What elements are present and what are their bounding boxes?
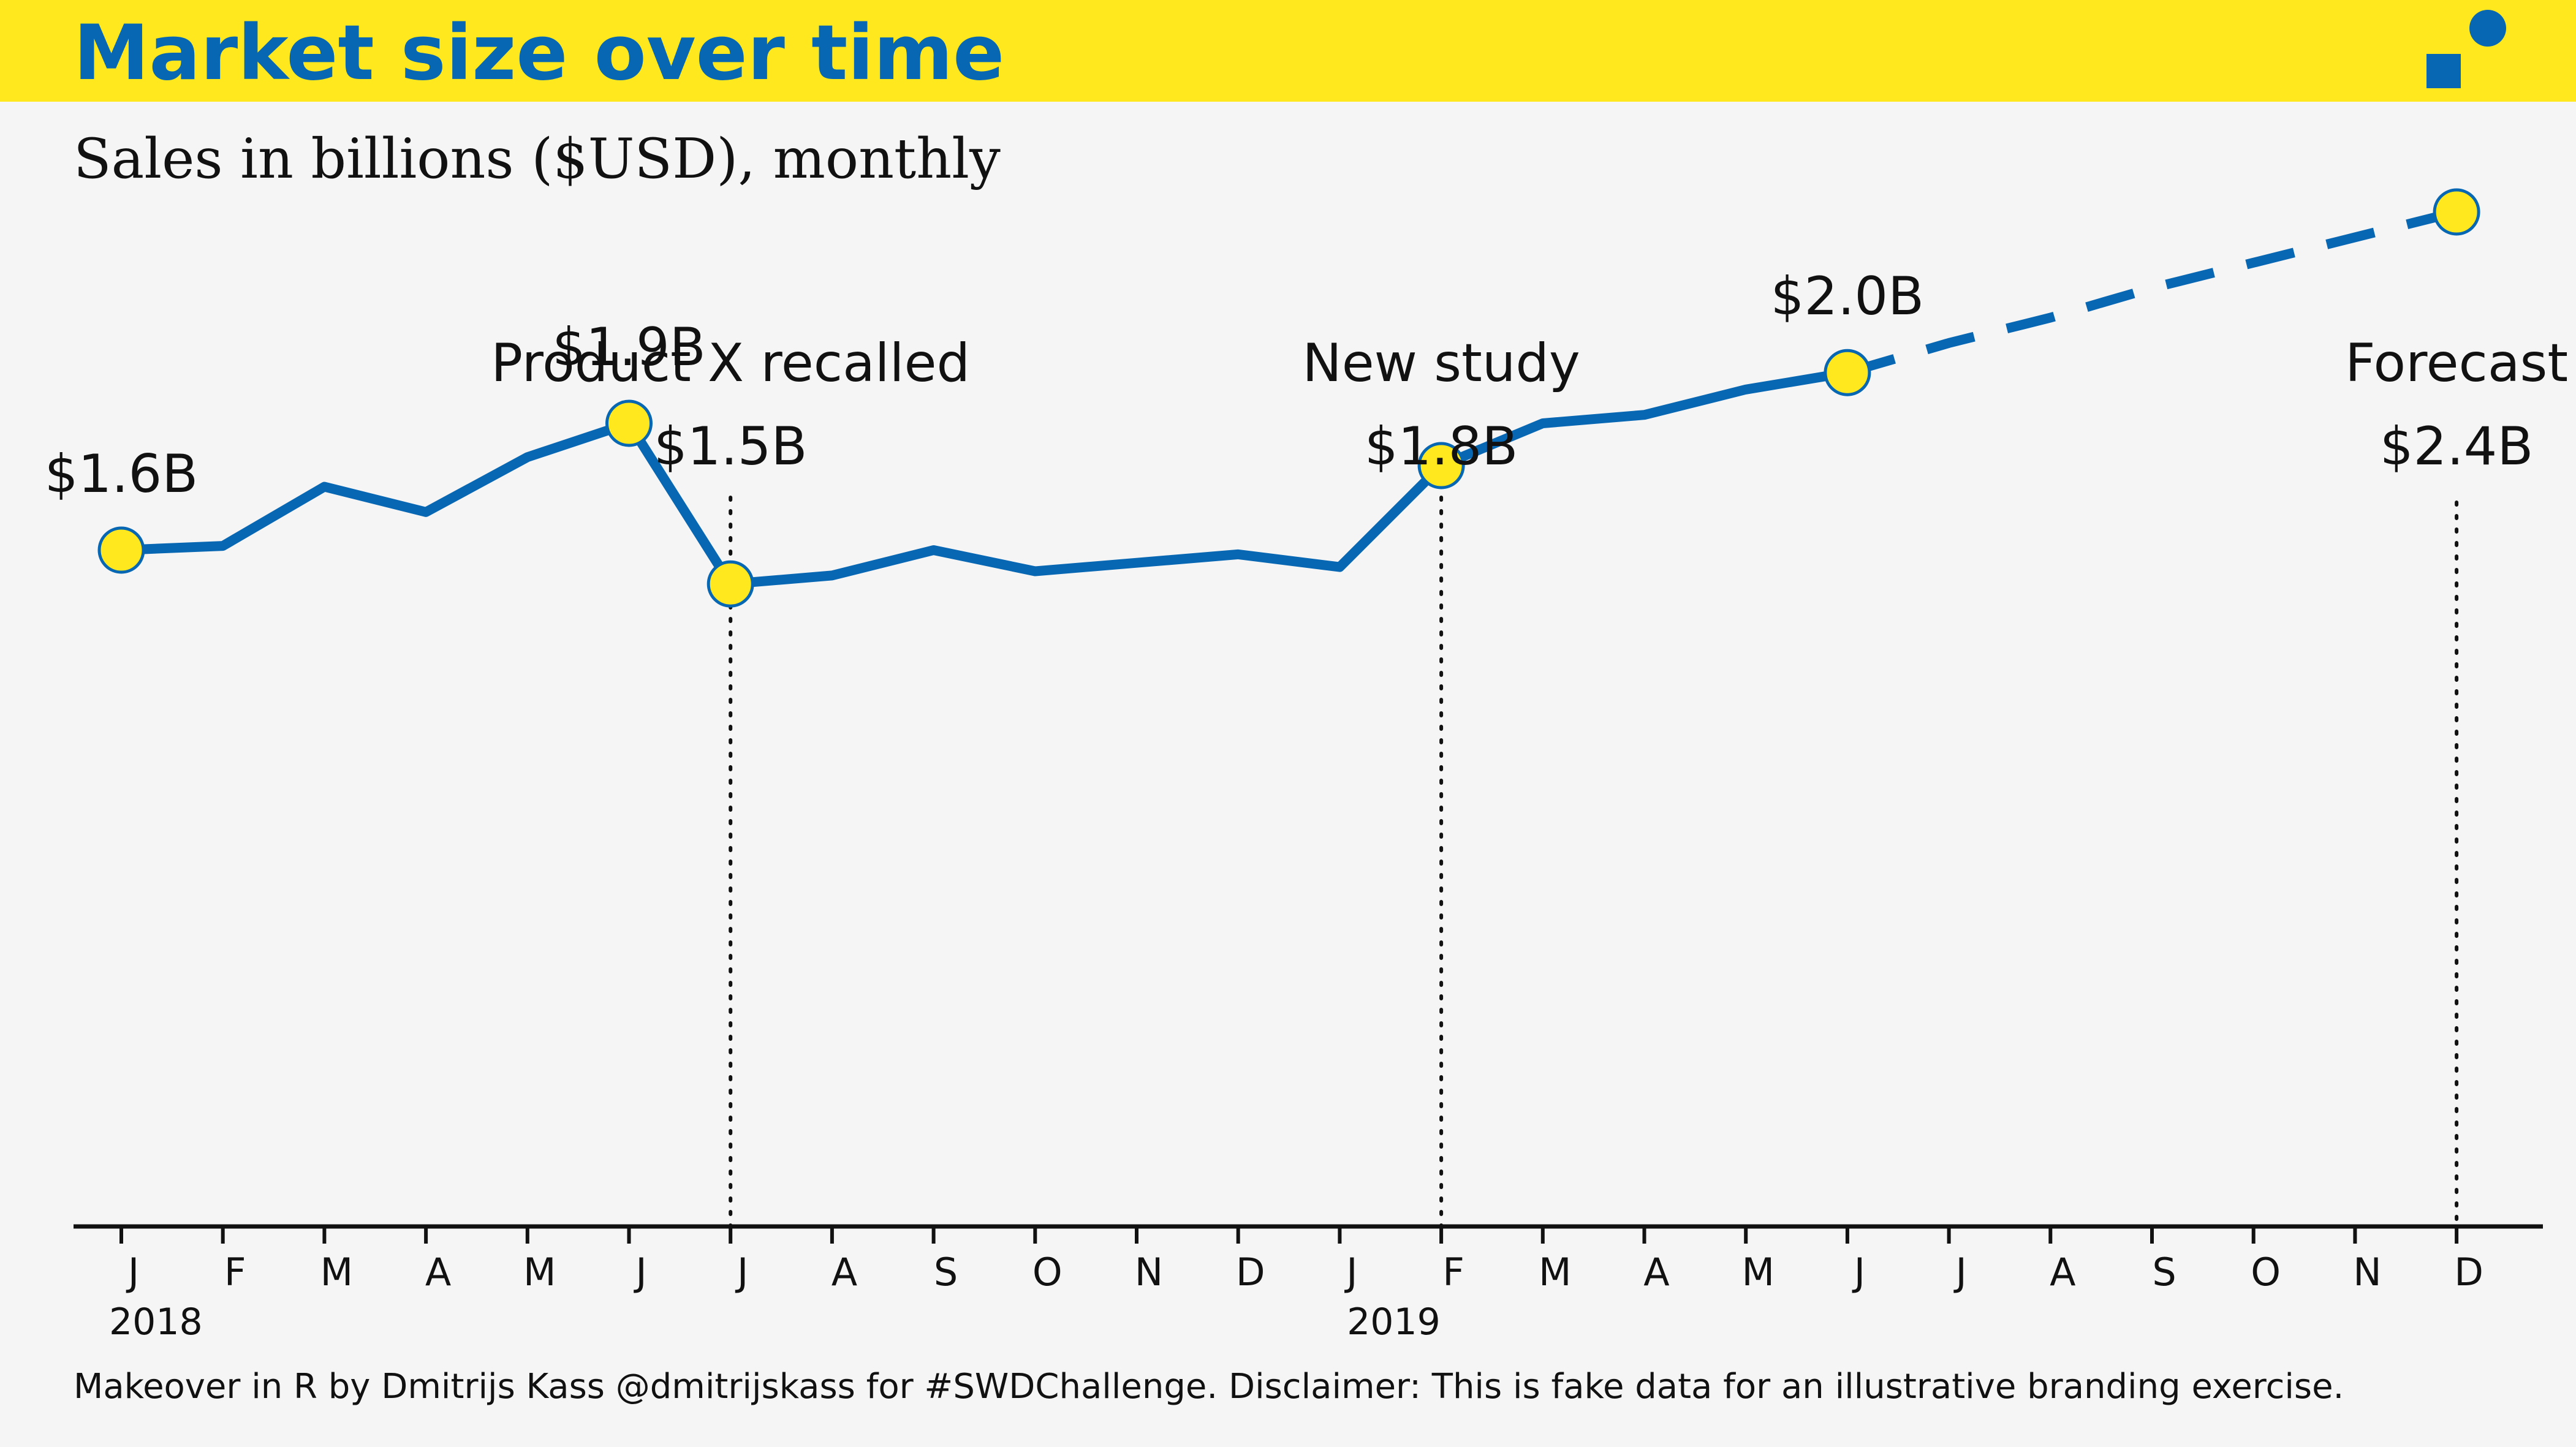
x-tick-label: A [832, 1250, 857, 1294]
x-tick-label: O [2251, 1250, 2281, 1294]
highlight-point-marker [1417, 442, 1465, 489]
highlight-point-marker [605, 399, 653, 447]
x-tick-label: J [633, 1250, 646, 1294]
header-band [0, 0, 2576, 102]
x-tick-label: D [2454, 1250, 2483, 1294]
x-tick-label: J [1953, 1250, 1966, 1294]
annotation-labels: Product X recalled New study Forecast [491, 333, 2568, 394]
point-value-label: $1.9B [552, 317, 705, 378]
x-tick-label: A [425, 1250, 451, 1294]
x-tick-label: A [2050, 1250, 2075, 1294]
series-lines [121, 207, 2458, 589]
highlight-point-marker [2433, 188, 2480, 236]
x-tick-label: D [1236, 1250, 1265, 1294]
highlight-point-marker [1824, 349, 1871, 396]
brand-logo-icon [2426, 10, 2506, 88]
x-tick-label: O [1032, 1250, 1063, 1294]
x-tick-label: M [320, 1250, 354, 1294]
x-tick-label: N [2353, 1250, 2381, 1294]
year-label: 2019 [1347, 1301, 1441, 1343]
annotation-lines [729, 496, 2459, 1228]
logo-circle-shape [2469, 10, 2506, 47]
x-tick-label: S [2152, 1250, 2176, 1294]
forecast-series-line [1846, 207, 2458, 377]
x-tick-label: J [735, 1250, 748, 1294]
x-tick-label: M [523, 1250, 556, 1294]
chart-subtitle: Sales in billions ($USD), monthly [74, 127, 1001, 191]
actual-series-line [121, 368, 1849, 589]
x-tick-label: F [1442, 1250, 1464, 1294]
annotation-label: Product X recalled [491, 333, 970, 394]
year-label: 2018 [109, 1301, 203, 1343]
x-tick-label: M [1741, 1250, 1775, 1294]
point-value-label: $2.4B [2380, 416, 2533, 477]
point-value-label: $1.6B [45, 444, 198, 505]
x-tick-label: M [1539, 1250, 1572, 1294]
x-axis: J F M A M J J A S O N D J F M A M J J A S O N D 2018 2019 [74, 1224, 2543, 1343]
point-labels: $1.6B $1.9B $1.5B $1.8B $2.0B $2.4B [45, 266, 2534, 505]
x-tick-label: S [934, 1250, 958, 1294]
highlight-point-marker [97, 526, 145, 574]
x-tick-label: J [126, 1250, 139, 1294]
page-title: Market size over time [74, 9, 1005, 97]
point-value-label: $2.0B [1771, 266, 1924, 327]
chart-caption: Makeover in R by Dmitrijs Kass @dmitrijs… [74, 1367, 2344, 1407]
logo-square-shape [2426, 54, 2461, 88]
x-tick-label: F [224, 1250, 246, 1294]
point-value-label: $1.8B [1365, 416, 1518, 477]
annotation-label: Forecast [2345, 333, 2568, 394]
x-tick-label: J [1344, 1250, 1357, 1294]
highlighted-points [97, 188, 2480, 608]
x-tick-label: J [1852, 1250, 1865, 1294]
x-tick-label: N [1135, 1250, 1163, 1294]
point-value-label: $1.5B [654, 416, 807, 477]
annotation-label: New study [1302, 333, 1580, 394]
x-tick-label: A [1643, 1250, 1669, 1294]
highlight-point-marker [707, 560, 754, 608]
